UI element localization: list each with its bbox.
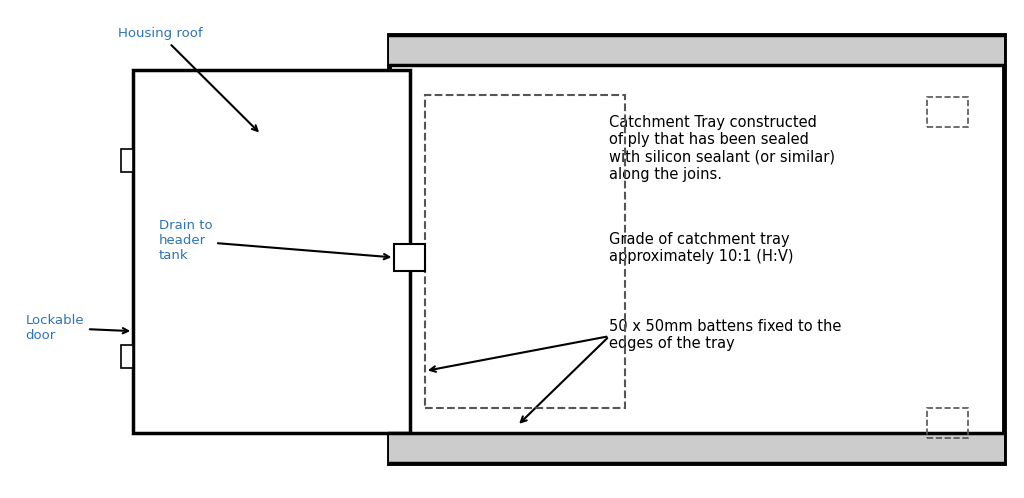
Bar (425, 95, 625, 408)
Bar (927, 97, 968, 127)
Text: Catchment Tray constructed
of ply that has been sealed
with silicon sealant (or : Catchment Tray constructed of ply that h… (609, 115, 836, 182)
Bar (389, 433, 1004, 463)
Bar (927, 408, 968, 438)
Text: Housing roof: Housing roof (118, 27, 257, 131)
Text: Grade of catchment tray
approximately 10:1 (H:V): Grade of catchment tray approximately 10… (609, 232, 794, 264)
Bar (121, 149, 133, 171)
Text: 50 x 50mm battens fixed to the
edges of the tray: 50 x 50mm battens fixed to the edges of … (609, 319, 842, 351)
Bar (389, 35, 1004, 463)
Bar (133, 70, 410, 433)
Text: Lockable
door: Lockable door (26, 314, 128, 342)
Text: Drain to
header
tank: Drain to header tank (159, 219, 389, 262)
Bar (389, 35, 1004, 65)
Bar (121, 346, 133, 368)
Bar (394, 244, 425, 271)
